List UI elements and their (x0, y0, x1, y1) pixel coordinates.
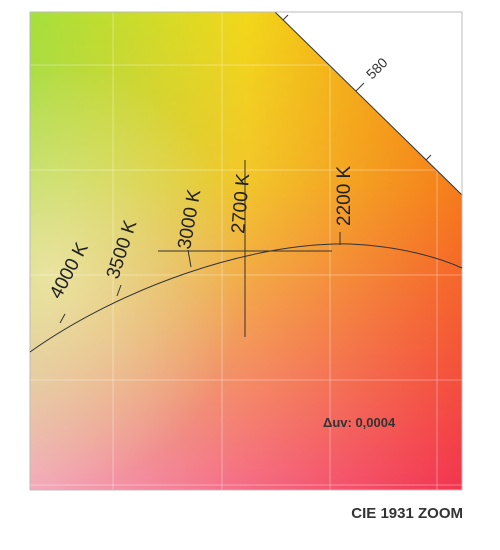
isotherm-label: 2200 K (334, 165, 355, 226)
isotherm-tick (59, 313, 66, 324)
spectral-locus (274, 11, 463, 196)
isotherm-tick (187, 249, 192, 268)
plot-border (29, 11, 463, 491)
delta-uv: Δuv: 0,0004 (323, 415, 396, 430)
locus-tick (355, 82, 365, 92)
locus-tick (282, 14, 289, 21)
locus-tick (425, 154, 432, 161)
caption: CIE 1931 ZOOM (351, 505, 463, 522)
isotherm-tick (116, 284, 122, 297)
planckian-locus (29, 243, 463, 353)
